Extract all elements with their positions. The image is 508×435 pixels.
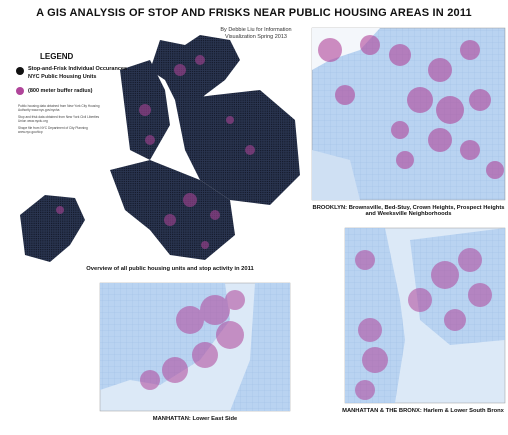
source-note: Public housing data obtained from New Yo… [18, 104, 100, 112]
legend-title: LEGEND [40, 52, 74, 61]
legend-swatch [16, 87, 24, 95]
byline: Visualization Spring 2013 [225, 34, 287, 40]
source-note: Stop and frisk data obtained from New Yo… [18, 115, 100, 123]
legend-item: NYC Public Housing Units [28, 74, 97, 80]
title: A GIS ANALYSIS OF STOP AND FRISKS NEAR P… [36, 7, 472, 19]
byline: By Debbie Liu for Information [220, 27, 292, 33]
caption: MANHATTAN: Lower East Side [152, 416, 238, 422]
caption: BROOKLYN: Brownsville, Bed-Stuy, Crown H… [312, 205, 505, 217]
overview-map [20, 35, 300, 262]
harlem-bronx-map [344, 227, 506, 404]
legend-item: (800 meter buffer radius) [28, 88, 93, 94]
legend-item: Stop-and-Frisk Individual Occurances [28, 66, 128, 72]
source-note: Shape file from NYC Department of City P… [18, 126, 88, 134]
lower-east-side-map [99, 282, 291, 412]
legend-swatch [16, 67, 24, 75]
caption: Overview of all public housing units and… [86, 266, 254, 272]
brooklyn-map [311, 27, 506, 201]
caption: MANHATTAN & THE BRONX: Harlem & Lower So… [342, 408, 504, 414]
